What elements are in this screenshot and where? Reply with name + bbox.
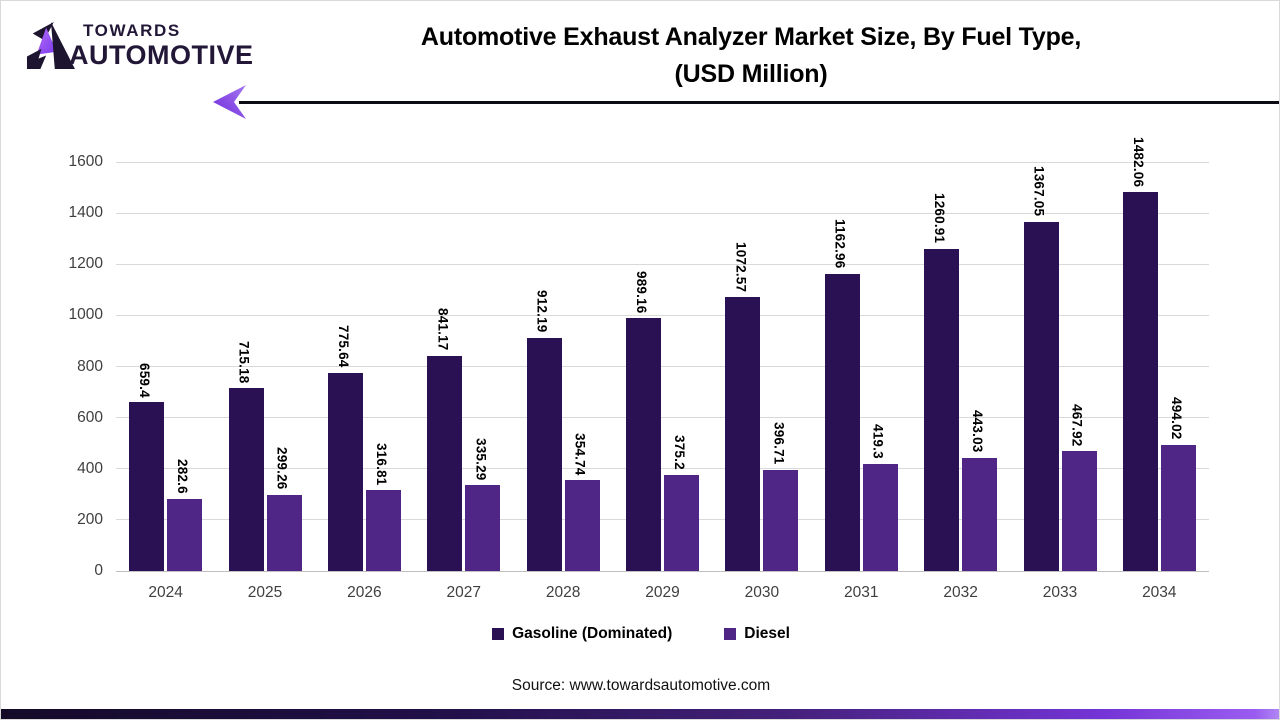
bar-diesel-2033 <box>1061 451 1097 571</box>
y-axis-tick-label: 1400 <box>68 204 103 222</box>
gridline <box>116 417 1209 419</box>
x-axis-label: 2033 <box>1042 584 1078 601</box>
bar-value-label: 299.26 <box>274 447 290 490</box>
chart-title-line2: (USD Million) <box>674 60 828 88</box>
bar-value-label: 467.92 <box>1069 403 1085 447</box>
bar-gasoline-2032 <box>924 248 960 571</box>
chart-title: Automotive Exhaust Analyzer Market Size,… <box>321 19 1181 93</box>
bar-value-label: 335.29 <box>473 437 489 481</box>
y-axis-tick-label: 0 <box>94 562 103 579</box>
x-axis-label: 2028 <box>545 584 581 601</box>
logo-wordmark: TOWARDS AUTOMOTIVE <box>69 21 254 69</box>
gridline <box>116 519 1209 521</box>
y-axis-tick-label: 200 <box>77 510 103 528</box>
bar-diesel-2030 <box>763 469 799 571</box>
logo-line1: TOWARDS <box>83 21 181 40</box>
bar-value-label: 841.17 <box>435 308 451 351</box>
gridline <box>116 468 1209 470</box>
gridline <box>116 570 1209 572</box>
x-axis-label: 2024 <box>148 584 183 601</box>
logo: TOWARDS AUTOMOTIVE <box>25 21 254 69</box>
legend-label: Diesel <box>744 625 790 642</box>
bar-value-label: 912.19 <box>534 290 550 333</box>
bar-value-label: 1072.57 <box>733 241 749 292</box>
bar-gasoline-2025 <box>228 388 264 571</box>
x-axis-label: 2029 <box>645 584 680 601</box>
x-axis-label: 2031 <box>843 584 879 601</box>
bar-value-label: 715.18 <box>236 340 252 384</box>
y-axis-tick-label: 400 <box>77 459 103 477</box>
y-axis-tick-label: 1600 <box>68 153 103 170</box>
bar-value-label: 443.03 <box>970 410 986 453</box>
bar-gasoline-2026 <box>327 372 363 571</box>
bar-value-label: 1260.91 <box>932 193 948 244</box>
arrow-left-icon <box>213 85 246 119</box>
x-axis-label: 2030 <box>744 584 780 601</box>
bar-diesel-2028 <box>564 480 600 571</box>
bar-diesel-2027 <box>465 485 501 571</box>
bar-value-label: 494.02 <box>1168 397 1184 440</box>
bar-value-label: 775.64 <box>335 325 351 368</box>
legend: Gasoline (Dominated) Diesel <box>1 625 1279 643</box>
legend-swatch-icon <box>724 628 737 640</box>
bar-diesel-2029 <box>664 475 699 571</box>
gridline <box>116 366 1209 367</box>
bar-value-label: 1367.05 <box>1031 166 1047 217</box>
bottom-gradient-strip <box>1 709 1279 719</box>
bar-diesel-2026 <box>365 490 401 571</box>
bar-value-label: 1482.06 <box>1130 136 1146 188</box>
gridline <box>116 161 1209 163</box>
gridline <box>116 212 1209 214</box>
y-axis-tick-label: 1000 <box>68 306 103 324</box>
legend-swatch-icon <box>492 628 505 640</box>
legend-item-gasoline: Gasoline (Dominated) <box>492 625 672 643</box>
bar-value-label: 316.81 <box>373 442 389 486</box>
gridline <box>116 263 1209 265</box>
y-axis-tick-label: 1200 <box>68 255 103 273</box>
legend-item-diesel: Diesel <box>724 625 790 643</box>
y-axis-tick-label: 800 <box>77 357 103 375</box>
bar-diesel-2025 <box>266 494 302 571</box>
bar-diesel-2034 <box>1160 444 1196 571</box>
bar-value-label: 282.6 <box>175 458 191 494</box>
bar-diesel-2031 <box>862 463 898 571</box>
gridline <box>116 314 1209 316</box>
bar-value-label: 354.74 <box>572 432 588 476</box>
x-axis-label: 2027 <box>446 584 481 601</box>
source-text: Source: www.towardsautomotive.com <box>511 677 771 694</box>
x-axis-label: 2034 <box>1142 584 1177 601</box>
plot-area: 659.4 282.6 715.18 299.26 775.64 316.81 841.17… <box>116 137 1209 572</box>
bar-gasoline-2024 <box>129 402 165 571</box>
bar-gasoline-2028 <box>526 337 562 571</box>
bar-gasoline-2034 <box>1122 192 1158 571</box>
bar-value-label: 989.16 <box>634 270 649 314</box>
legend-label: Gasoline (Dominated) <box>512 625 673 642</box>
bar-value-label: 659.4 <box>137 362 153 398</box>
bar-gasoline-2033 <box>1023 221 1059 571</box>
bar-value-label: 1162.96 <box>832 219 848 269</box>
bar-gasoline-2027 <box>427 356 463 571</box>
header-divider-line <box>239 101 1279 104</box>
bar-value-label: 396.71 <box>771 422 787 465</box>
y-axis-tick-label: 600 <box>77 408 103 426</box>
bar-diesel-2024 <box>167 498 203 571</box>
x-axis-label: 2025 <box>247 584 283 601</box>
bar-gasoline-2031 <box>824 273 860 571</box>
x-axis-label: 2026 <box>347 584 382 601</box>
x-axis-label: 2032 <box>943 584 978 601</box>
bar-gasoline-2030 <box>725 296 761 571</box>
towards-automotive-logo-icon <box>26 21 75 69</box>
chart-title-line1: Automotive Exhaust Analyzer Market Size,… <box>420 23 1082 51</box>
bar-gasoline-2029 <box>626 318 661 571</box>
bar-value-label: 375.2 <box>672 435 687 471</box>
bar-value-label: 419.3 <box>870 424 886 459</box>
logo-line2: AUTOMOTIVE <box>69 40 254 70</box>
bar-diesel-2032 <box>962 457 998 571</box>
